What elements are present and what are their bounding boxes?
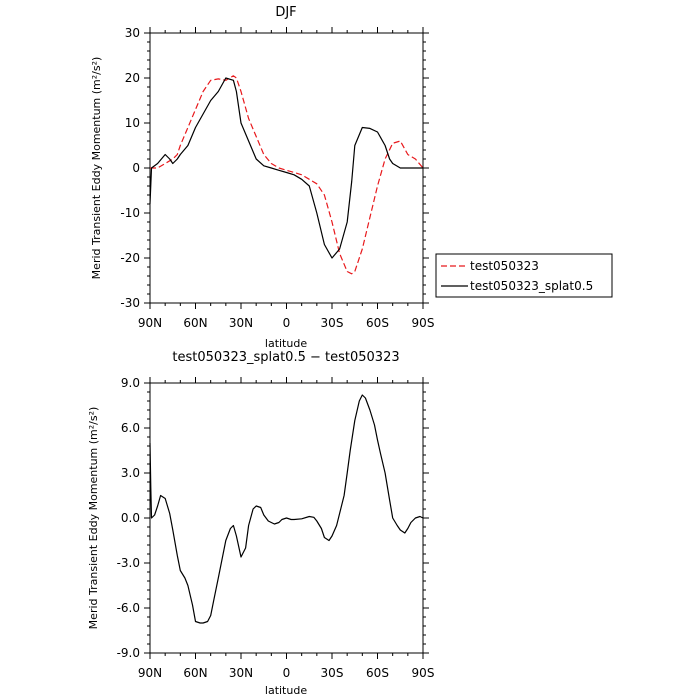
top-ytick-label: -10 xyxy=(120,206,140,220)
top-xtick-label: 30N xyxy=(229,316,253,330)
bottom-chart-title: test050323_splat0.5 − test050323 xyxy=(172,350,399,365)
top-series-line-1 xyxy=(149,77,423,259)
bottom-xtick-label: 60N xyxy=(183,666,207,680)
top-ytick-label: 0 xyxy=(132,161,140,175)
top-ytick-label: -30 xyxy=(120,296,140,310)
legend-label-test050323-splat0.5: test050323_splat0.5 xyxy=(470,279,593,293)
bottom-xtick-label: 30S xyxy=(321,666,344,680)
bottom-ytick-label: -9.0 xyxy=(117,646,140,660)
legend-label-test050323: test050323 xyxy=(470,259,539,273)
bottom-xtick-label: 90N xyxy=(138,666,162,680)
top-plot-frame xyxy=(149,32,424,304)
bottom-xtick-label: 90S xyxy=(412,666,435,680)
top-series-line-0 xyxy=(150,75,424,275)
bottom-ytick-label: 6.0 xyxy=(121,421,140,435)
bottom-chart-panel: test050323_splat0.5 − test050323 latitud… xyxy=(87,350,434,697)
top-xtick-label: 30S xyxy=(321,316,344,330)
top-xtick-label: 0 xyxy=(283,316,291,330)
top-chart-xlabel: latitude xyxy=(265,337,307,350)
top-ytick-label: 30 xyxy=(125,26,140,40)
top-xtick-label: 60N xyxy=(183,316,207,330)
bottom-chart-ylabel: Merid Transient Eddy Momentum (m²/s²) xyxy=(87,407,100,630)
bottom-xtick-label: 30N xyxy=(229,666,253,680)
top-ytick-label: 20 xyxy=(125,71,140,85)
bottom-chart-xlabel: latitude xyxy=(265,684,307,697)
top-ytick-label: 10 xyxy=(125,116,140,130)
top-xtick-label: 90S xyxy=(412,316,435,330)
top-xtick-label: 90N xyxy=(138,316,162,330)
bottom-ytick-label: -6.0 xyxy=(117,601,140,615)
top-xtick-label: 60S xyxy=(366,316,389,330)
top-chart-panel: DJF latitude Merid Transient Eddy Moment… xyxy=(90,5,434,350)
top-chart-ylabel: Merid Transient Eddy Momentum (m²/s²) xyxy=(90,57,103,280)
bottom-ytick-label: -3.0 xyxy=(117,556,140,570)
bottom-ytick-label: 9.0 xyxy=(121,376,140,390)
legend-box xyxy=(435,253,613,298)
legend: test050323 test050323_splat0.5 xyxy=(435,253,613,298)
top-ytick-label: -20 xyxy=(120,251,140,265)
bottom-xtick-label: 0 xyxy=(283,666,291,680)
bottom-ytick-label: 0.0 xyxy=(121,511,140,525)
bottom-xtick-label: 60S xyxy=(366,666,389,680)
bottom-series-line-0 xyxy=(149,394,424,624)
top-chart-title: DJF xyxy=(275,5,296,20)
bottom-ytick-label: 3.0 xyxy=(121,466,140,480)
